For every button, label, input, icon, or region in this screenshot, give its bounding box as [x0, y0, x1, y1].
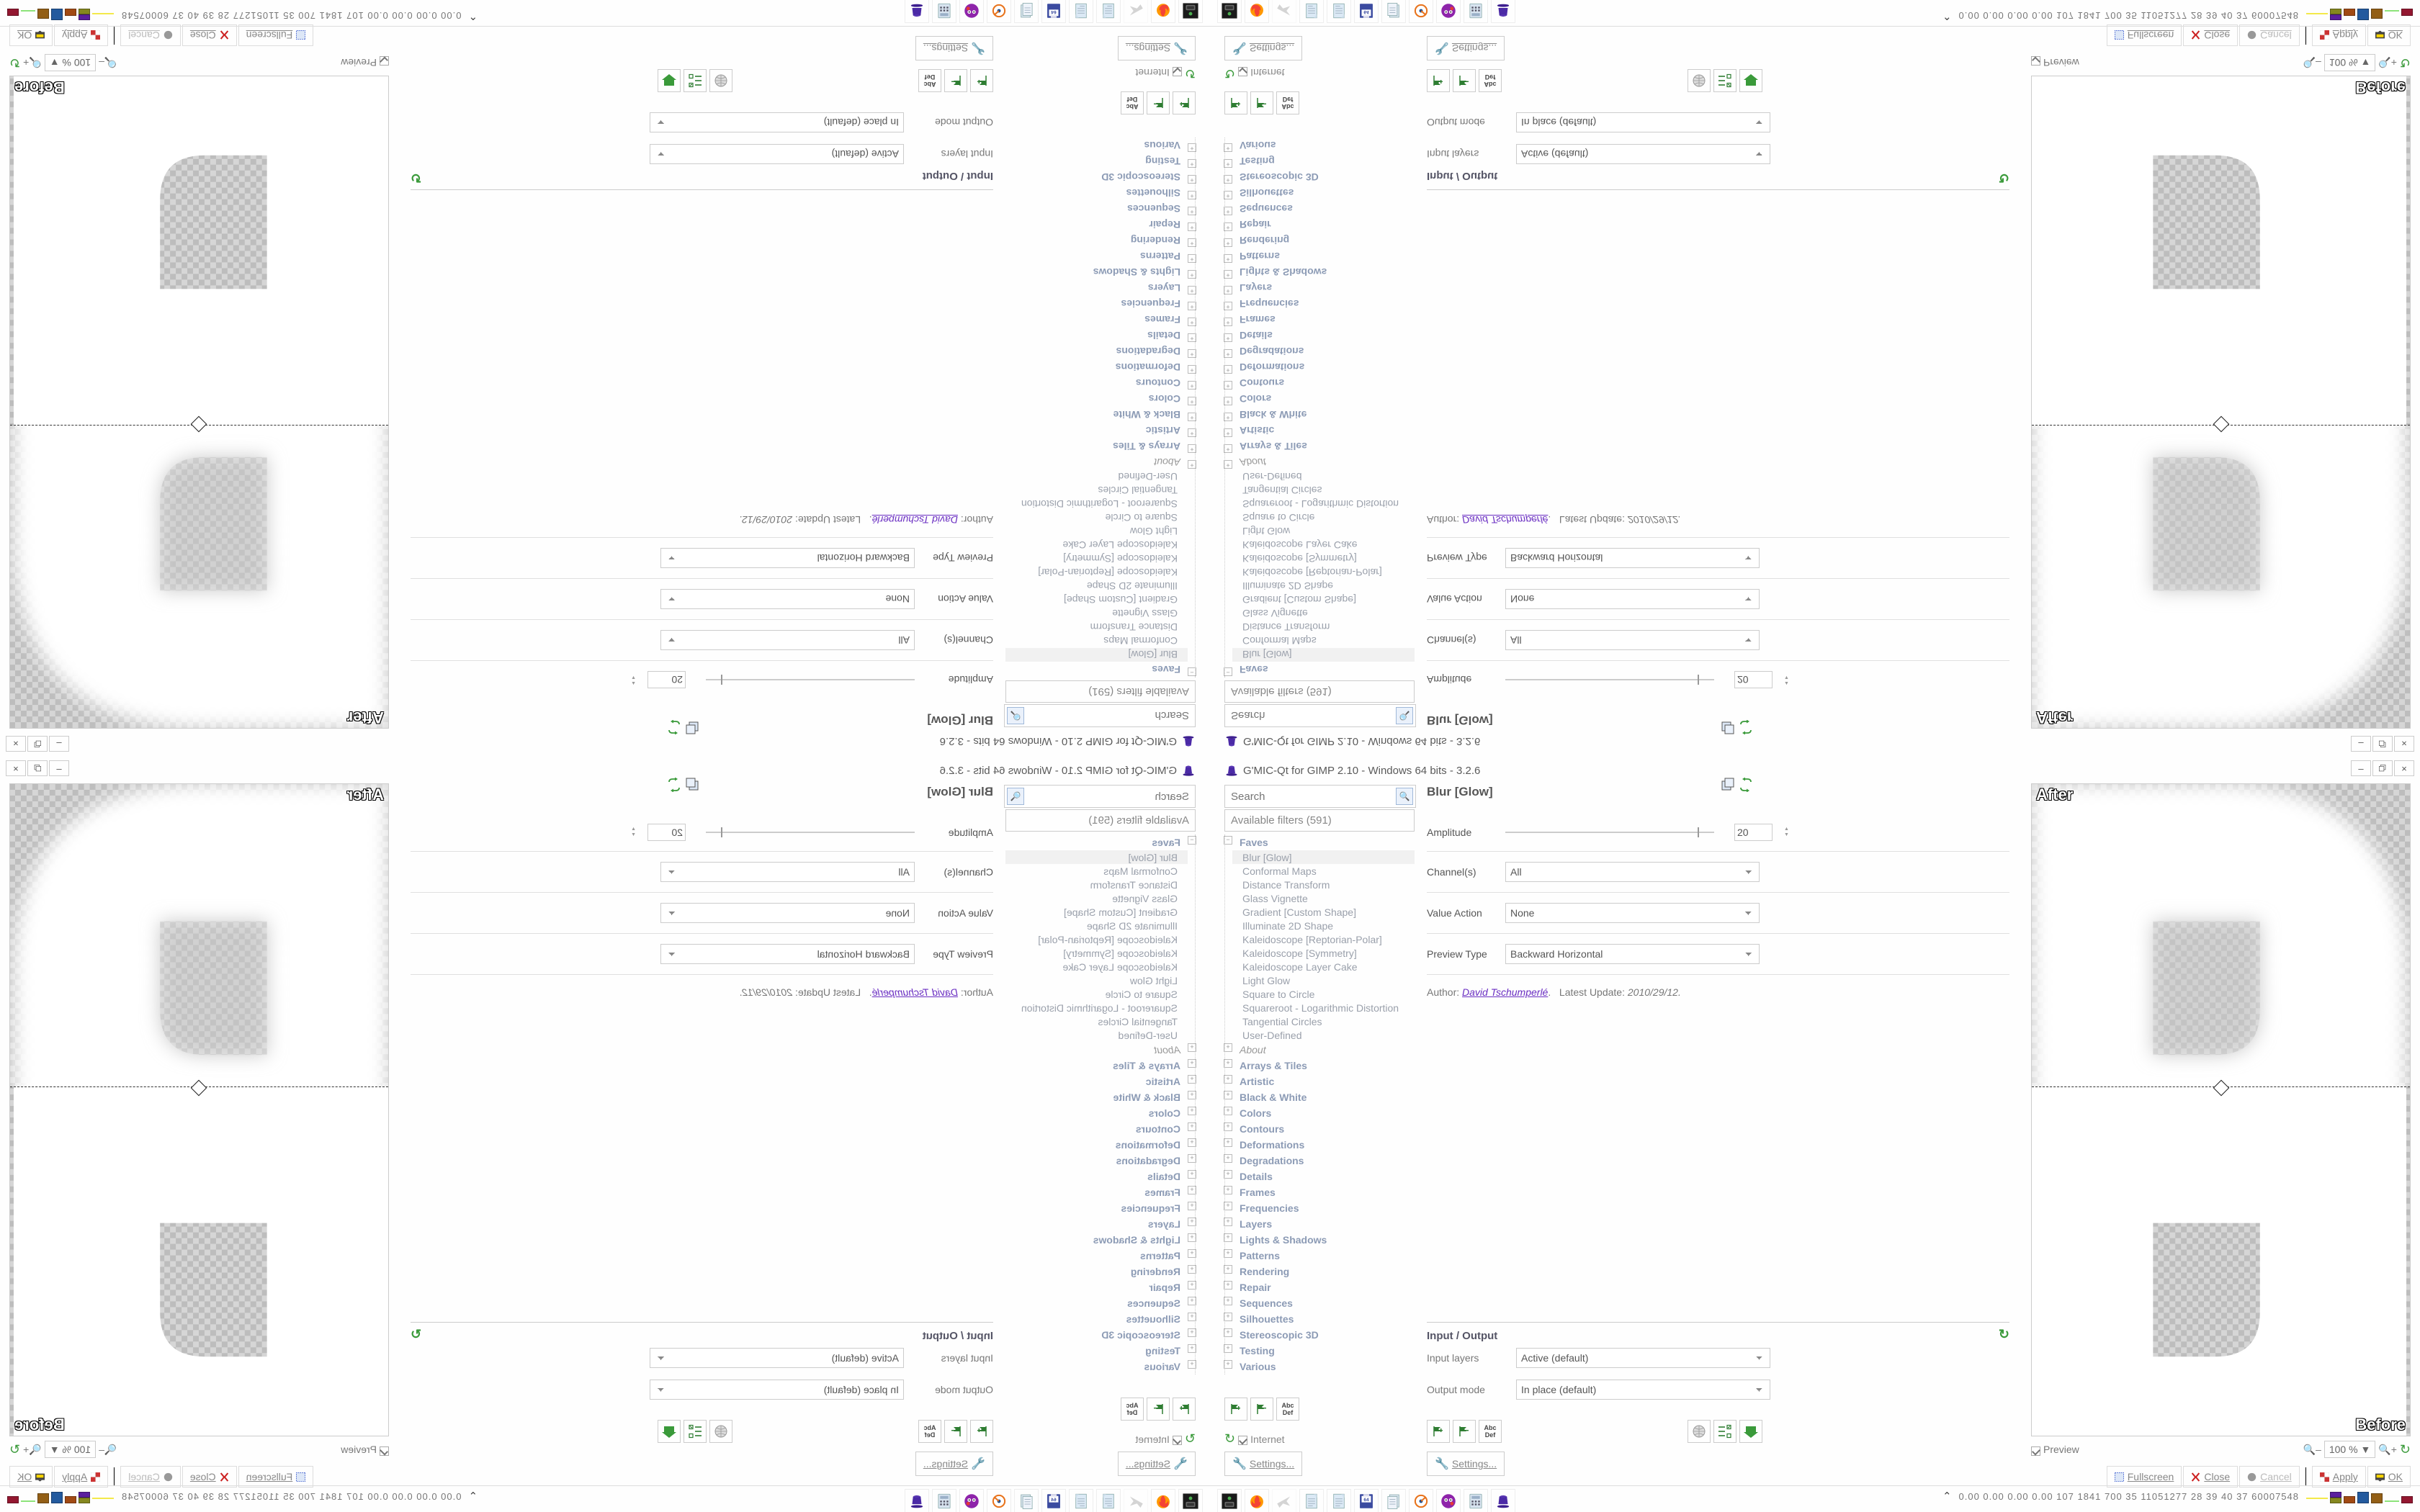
svg-text:64: 64: [1363, 9, 1369, 14]
svg-text:64: 64: [1363, 1498, 1369, 1503]
svg-text:64: 64: [1051, 1498, 1057, 1503]
svg-text:64: 64: [1051, 9, 1057, 14]
